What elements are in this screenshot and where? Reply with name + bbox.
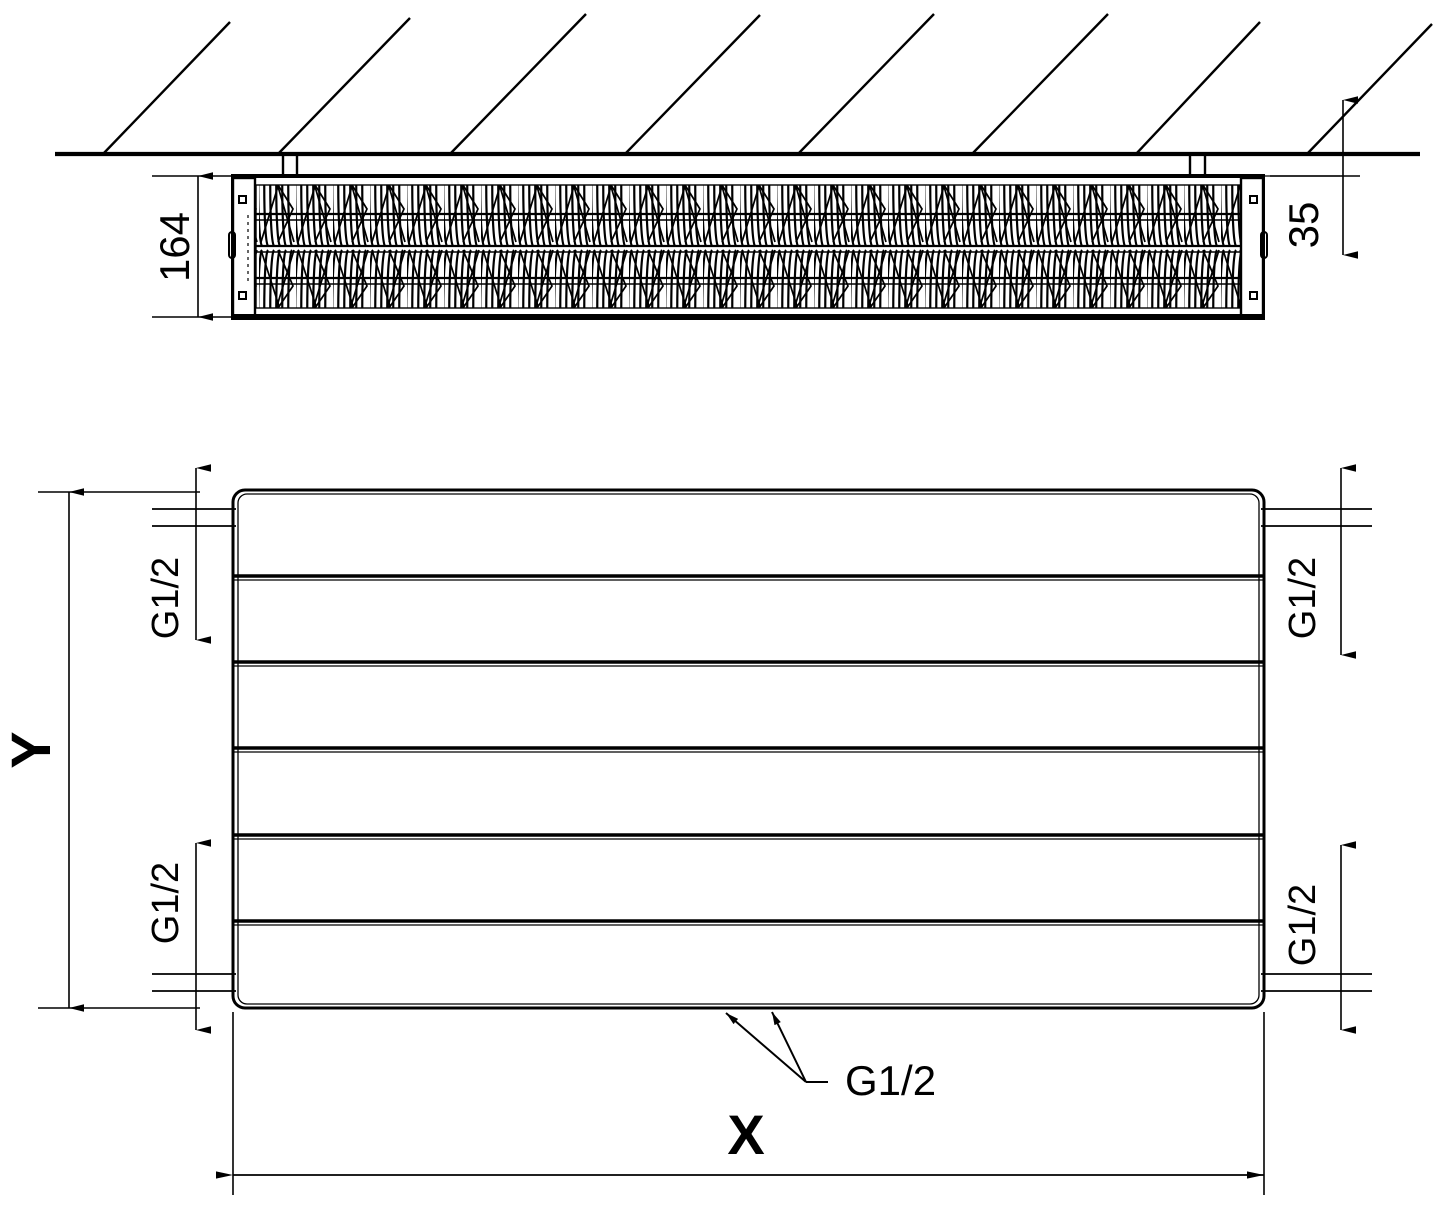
- dimension-35-label: 35: [1280, 202, 1327, 249]
- radiator-right-endcap: [1239, 176, 1268, 318]
- connection-dim-top-right: G1/2: [1282, 464, 1356, 659]
- dimension-Y-label: Y: [0, 731, 62, 768]
- connection-leader-callout: G1/2: [725, 1011, 936, 1104]
- dimension-35: 35: [1270, 96, 1360, 259]
- connection-dim-bottom-left: G1/2: [145, 839, 211, 1034]
- pipe-stub-top-left: [152, 508, 236, 527]
- dimension-Y: Y: [0, 488, 200, 1012]
- front-panel-inner-outline: [237, 493, 1260, 1005]
- connection-label-bottom-right: G1/2: [1282, 884, 1324, 966]
- dimension-X: X: [216, 1012, 1265, 1195]
- connection-leader-label: G1/2: [845, 1057, 936, 1104]
- dimension-X-label: X: [727, 1103, 764, 1166]
- panel-separation-lines: [233, 574, 1264, 926]
- connection-dim-top-left: G1/2: [145, 464, 211, 644]
- connection-label-top-left: G1/2: [145, 557, 187, 639]
- connection-label-top-right: G1/2: [1282, 557, 1324, 639]
- pipe-stub-bottom-left: [152, 973, 236, 992]
- dimension-164: 164: [151, 172, 260, 321]
- wall-assembly: [55, 13, 1433, 157]
- wall-hatching: [102, 13, 1433, 155]
- connection-dim-bottom-right: G1/2: [1282, 841, 1356, 1034]
- radiator-left-endcap: [228, 176, 257, 318]
- dimension-164-label: 164: [151, 212, 198, 282]
- front-view: G1/2 G1/2 G1/2 G1/2 Y: [0, 464, 1372, 1195]
- pipe-stub-bottom-right: [1261, 973, 1372, 992]
- connection-label-bottom-left: G1/2: [145, 862, 187, 944]
- pipe-stub-top-right: [1261, 508, 1372, 527]
- convector-fins: [255, 184, 1242, 309]
- top-section-view: 164 35: [151, 96, 1360, 321]
